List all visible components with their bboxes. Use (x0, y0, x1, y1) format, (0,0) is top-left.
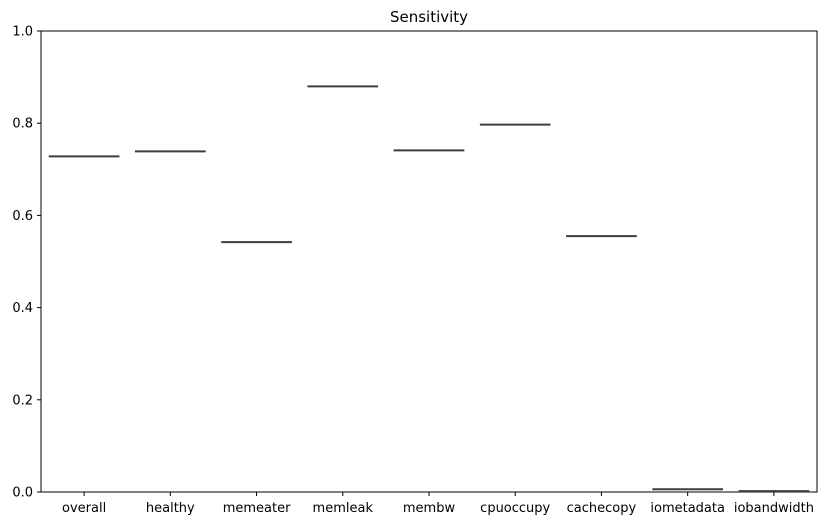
x-tick-label-healthy: healthy (146, 501, 195, 516)
x-tick-labels: overall healthy memeater memleak membw cpuocc… (62, 492, 814, 516)
x-tick-label-overall: overall (62, 501, 106, 516)
y-tick-label: 1.0 (12, 25, 33, 40)
x-tick-label-memeater: memeater (223, 501, 291, 516)
x-tick-label-iometadata: iometadata (650, 501, 725, 516)
y-tick-label: 0.6 (12, 209, 33, 224)
x-tick-label-iobandwidth: iobandwidth (734, 501, 814, 516)
axes (40, 30, 818, 493)
plot-frame (40, 30, 818, 493)
y-tick-label: 0.0 (12, 486, 33, 501)
median-lines (48, 85, 810, 493)
y-tick-label: 0.8 (12, 117, 33, 132)
y-tick-label: 0.4 (12, 301, 33, 316)
x-tick-label-membw: membw (403, 501, 456, 516)
x-tick-label-cpuoccupy: cpuoccupy (480, 501, 550, 516)
x-tick-label-memleak: memleak (313, 501, 374, 516)
chart-title: Sensitivity (390, 8, 468, 26)
y-tick-label: 0.2 (12, 393, 33, 408)
y-tick-labels: 0.0 0.2 0.4 0.6 0.8 1.0 (12, 25, 41, 501)
x-tick-label-cachecopy: cachecopy (567, 501, 637, 516)
